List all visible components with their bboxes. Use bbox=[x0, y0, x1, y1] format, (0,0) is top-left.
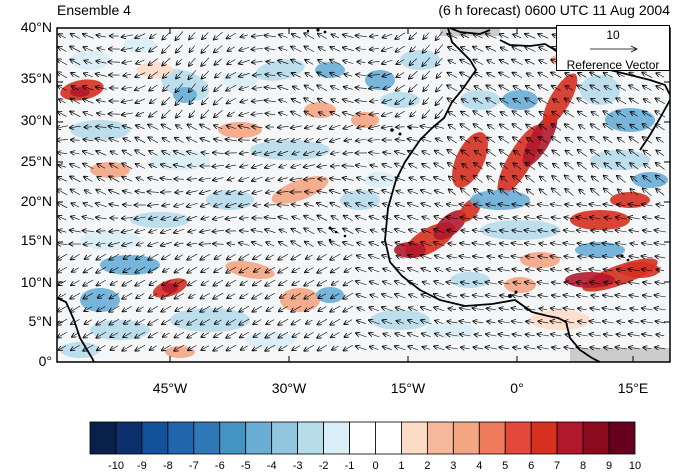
anomaly-blob bbox=[590, 150, 650, 170]
colorbar-swatch bbox=[168, 422, 194, 454]
colorbar-label: 10 bbox=[620, 460, 650, 472]
lon-tick-label-15w: 15°W bbox=[378, 380, 438, 396]
anomaly-blob bbox=[173, 87, 197, 103]
anomaly-blob bbox=[70, 120, 130, 140]
anomaly-blob bbox=[250, 140, 330, 160]
anomaly-blob bbox=[280, 288, 320, 312]
lat-tick-label-25n: 25°N bbox=[2, 153, 52, 169]
anomaly-blob bbox=[480, 220, 560, 240]
anomaly-blob bbox=[222, 72, 258, 88]
lat-tick-label-5n: 5°N bbox=[2, 313, 52, 329]
colorbar-swatch bbox=[505, 422, 531, 454]
anomaly-blob bbox=[130, 212, 190, 228]
anomaly-blob bbox=[520, 252, 560, 268]
reference-vector-box: 10 Reference Vector bbox=[556, 25, 670, 71]
anomaly-blob bbox=[70, 87, 90, 97]
lat-tick-label-15n: 15°N bbox=[2, 232, 52, 248]
lon-tick-label-45w: 45°W bbox=[140, 380, 200, 396]
anomaly-blob bbox=[218, 122, 262, 138]
colorbar-swatch bbox=[557, 422, 583, 454]
reference-vector-magnitude: 10 bbox=[557, 28, 669, 42]
anomaly-blob bbox=[80, 230, 140, 250]
colorbar-swatch bbox=[531, 422, 557, 454]
anomaly-blob bbox=[316, 287, 344, 303]
colorbar-swatch bbox=[272, 422, 298, 454]
colorbar-swatch bbox=[401, 422, 427, 454]
colorbar-swatch bbox=[142, 422, 168, 454]
lat-tick-label-40n: 40°N bbox=[2, 19, 52, 35]
anomaly-blob bbox=[460, 90, 500, 110]
colorbar-swatch bbox=[583, 422, 609, 454]
lat-tick-label-0: 0° bbox=[2, 353, 52, 369]
reference-vector-arrow-icon bbox=[557, 42, 669, 56]
anomaly-blob bbox=[206, 190, 254, 210]
anomaly-blob bbox=[504, 277, 536, 293]
anomaly-blob bbox=[570, 210, 630, 230]
lat-tick-label-35n: 35°N bbox=[2, 70, 52, 86]
anomaly-blob bbox=[315, 62, 345, 78]
colorbar-swatch bbox=[298, 422, 324, 454]
colorbar-swatch bbox=[375, 422, 401, 454]
anomaly-blob bbox=[575, 242, 625, 258]
anomaly-blob bbox=[620, 262, 660, 278]
anomaly-blob bbox=[162, 283, 178, 293]
reference-vector-label: Reference Vector bbox=[557, 58, 669, 72]
anomaly-blob bbox=[610, 192, 650, 208]
lat-tick-label-10n: 10°N bbox=[2, 274, 52, 290]
lat-tick-label-20n: 20°N bbox=[2, 193, 52, 209]
colorbar-swatch bbox=[427, 422, 453, 454]
anomaly-blob bbox=[605, 108, 655, 132]
anomaly-blob bbox=[245, 332, 295, 348]
anomaly-blob bbox=[364, 172, 396, 188]
colorbar-swatch bbox=[246, 422, 272, 454]
anomaly-blob bbox=[400, 50, 440, 70]
anomaly-blob bbox=[80, 288, 120, 312]
colorbar-swatch bbox=[479, 422, 505, 454]
colorbar-swatch bbox=[194, 422, 220, 454]
colorbar-swatch bbox=[453, 422, 479, 454]
anomaly-blob bbox=[340, 190, 380, 210]
anomaly-blob bbox=[60, 342, 100, 358]
colorbar-swatch bbox=[350, 422, 376, 454]
lon-tick-label-0: 0° bbox=[487, 380, 547, 396]
anomaly-blob bbox=[150, 150, 210, 170]
lat-tick-label-30n: 30°N bbox=[2, 112, 52, 128]
anomaly-blob bbox=[137, 62, 173, 78]
anomaly-blob bbox=[502, 90, 538, 110]
anomaly-blob bbox=[304, 102, 336, 118]
anomaly-blob bbox=[565, 272, 615, 288]
colorbar bbox=[90, 422, 635, 454]
anomaly-blob bbox=[632, 172, 668, 188]
lon-tick-label-15e: 15°E bbox=[603, 380, 663, 396]
lon-tick-label-30w: 30°W bbox=[259, 380, 319, 396]
land-gray-south bbox=[570, 348, 670, 362]
colorbar-swatch bbox=[324, 422, 350, 454]
colorbar-swatch bbox=[220, 422, 246, 454]
anomaly-blob bbox=[450, 272, 490, 288]
colorbar-swatch bbox=[116, 422, 142, 454]
colorbar-swatch bbox=[609, 422, 635, 454]
anomaly-blob bbox=[70, 50, 110, 70]
colorbar-swatch bbox=[90, 422, 116, 454]
